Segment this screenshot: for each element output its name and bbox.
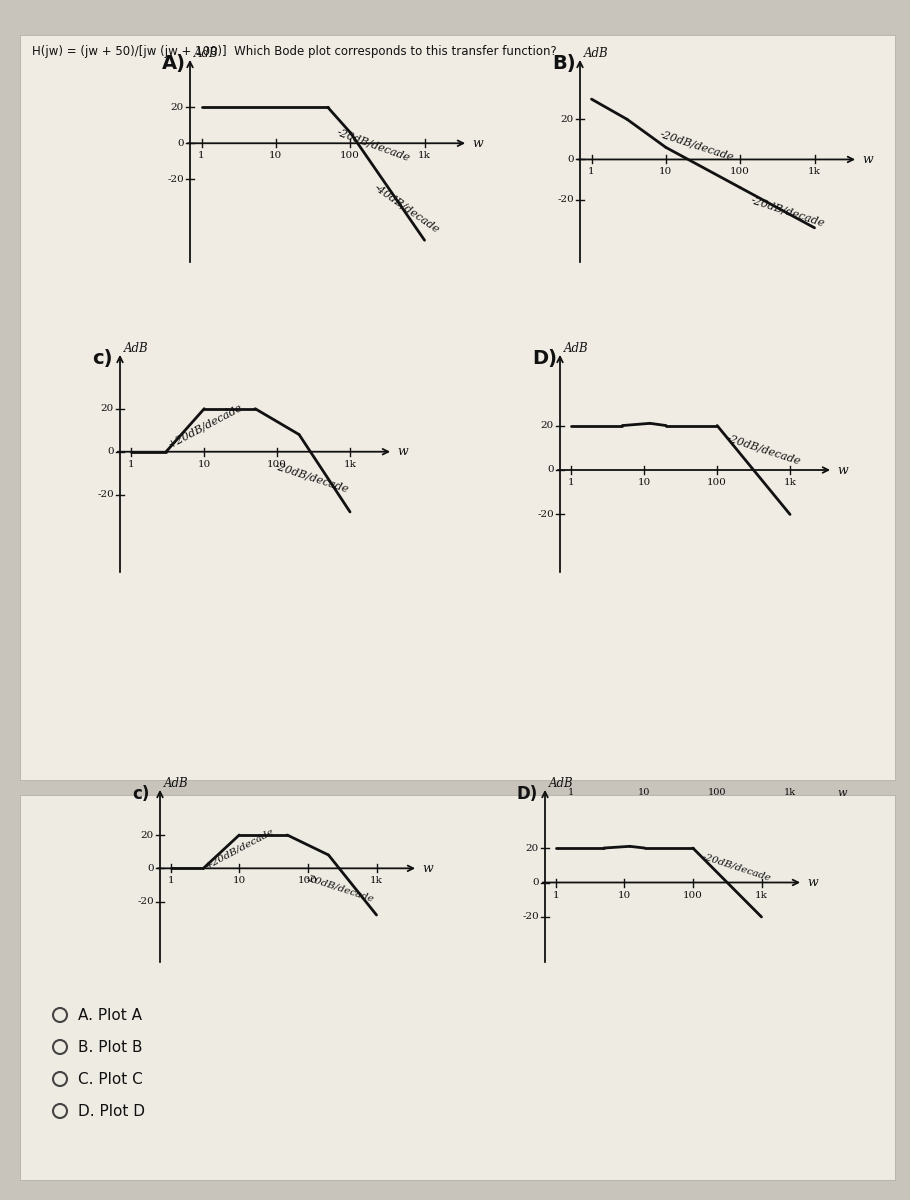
Text: -20: -20 (557, 196, 574, 204)
Text: -20: -20 (97, 491, 114, 499)
Text: AdB: AdB (164, 778, 188, 790)
Text: -20: -20 (137, 898, 154, 906)
Text: w: w (422, 862, 433, 875)
Text: 20: 20 (526, 844, 539, 852)
Text: AdB: AdB (584, 47, 609, 60)
Text: +20dB/decade: +20dB/decade (203, 827, 276, 870)
Text: 1: 1 (588, 168, 595, 176)
Text: -20dB/decade: -20dB/decade (658, 128, 734, 162)
Text: w: w (862, 152, 873, 166)
Text: 0: 0 (177, 139, 184, 148)
Text: 100: 100 (707, 478, 727, 487)
Text: -40dB/decade: -40dB/decade (372, 182, 441, 234)
Text: 1k: 1k (784, 478, 796, 487)
Text: AdB: AdB (564, 342, 589, 355)
Text: w: w (837, 788, 846, 798)
Text: -20dB/decade: -20dB/decade (701, 852, 773, 882)
Text: 10: 10 (638, 478, 651, 487)
Text: -20dB/decade: -20dB/decade (273, 461, 349, 494)
Text: -20: -20 (167, 175, 184, 184)
Text: H(jw) = (jw + 50)/[jw (jw + 100)]  Which Bode plot corresponds to this transfer : H(jw) = (jw + 50)/[jw (jw + 100)] Which … (32, 44, 557, 58)
Text: AdB: AdB (194, 47, 218, 60)
Text: -20dB/decade: -20dB/decade (336, 127, 411, 163)
Text: 1: 1 (167, 876, 174, 886)
Text: 100: 100 (682, 890, 703, 900)
Text: w: w (397, 445, 408, 458)
Text: 1k: 1k (344, 460, 357, 469)
Text: 100: 100 (340, 151, 360, 161)
Text: 20: 20 (141, 830, 154, 840)
Text: C. Plot C: C. Plot C (78, 1072, 143, 1086)
Text: -20: -20 (522, 912, 539, 922)
Text: 10: 10 (233, 876, 246, 886)
Text: 100: 100 (298, 876, 318, 886)
Text: 10: 10 (197, 460, 211, 469)
Text: AdB: AdB (549, 778, 573, 790)
Text: c): c) (92, 349, 113, 368)
Text: 1: 1 (552, 890, 559, 900)
Text: 1k: 1k (784, 788, 796, 797)
Text: 10: 10 (618, 890, 631, 900)
Text: 100: 100 (730, 168, 750, 176)
Text: 1k: 1k (418, 151, 431, 161)
Text: 0: 0 (147, 864, 154, 872)
Text: 0: 0 (567, 155, 574, 164)
Text: D. Plot D: D. Plot D (78, 1104, 145, 1118)
Text: 1k: 1k (755, 890, 768, 900)
FancyBboxPatch shape (20, 35, 895, 780)
Text: 20: 20 (541, 421, 554, 430)
Text: +20dB/decade: +20dB/decade (166, 402, 244, 450)
Text: 1k: 1k (370, 876, 383, 886)
Text: -20dB/decade: -20dB/decade (304, 874, 375, 904)
Text: 1k: 1k (808, 168, 821, 176)
Text: -20dB/decade: -20dB/decade (726, 433, 803, 467)
Text: 1: 1 (198, 151, 205, 161)
Text: c): c) (132, 785, 149, 803)
Text: 1: 1 (568, 478, 574, 487)
Text: 10: 10 (659, 168, 672, 176)
Text: 10: 10 (638, 788, 651, 797)
Text: w: w (472, 137, 482, 150)
Text: 10: 10 (269, 151, 282, 161)
Text: 1: 1 (128, 460, 135, 469)
Text: B): B) (552, 54, 576, 73)
Text: B. Plot B: B. Plot B (78, 1039, 143, 1055)
Text: 20: 20 (561, 115, 574, 124)
FancyBboxPatch shape (20, 794, 895, 1180)
Text: 20: 20 (171, 103, 184, 112)
Text: 0: 0 (532, 878, 539, 887)
Text: 1: 1 (568, 788, 574, 797)
Text: 0: 0 (548, 466, 554, 474)
Text: A): A) (162, 54, 186, 73)
Text: D): D) (532, 349, 557, 368)
Text: 100: 100 (268, 460, 287, 469)
Text: A. Plot A: A. Plot A (78, 1008, 142, 1022)
Text: w: w (837, 463, 848, 476)
Text: 100: 100 (708, 788, 726, 797)
Text: -20: -20 (537, 510, 554, 518)
Text: w: w (807, 876, 818, 889)
Text: 20: 20 (101, 404, 114, 413)
Text: -20dB/decade: -20dB/decade (749, 196, 825, 229)
Text: D): D) (517, 785, 538, 803)
Text: AdB: AdB (124, 342, 148, 355)
Text: 0: 0 (107, 448, 114, 456)
